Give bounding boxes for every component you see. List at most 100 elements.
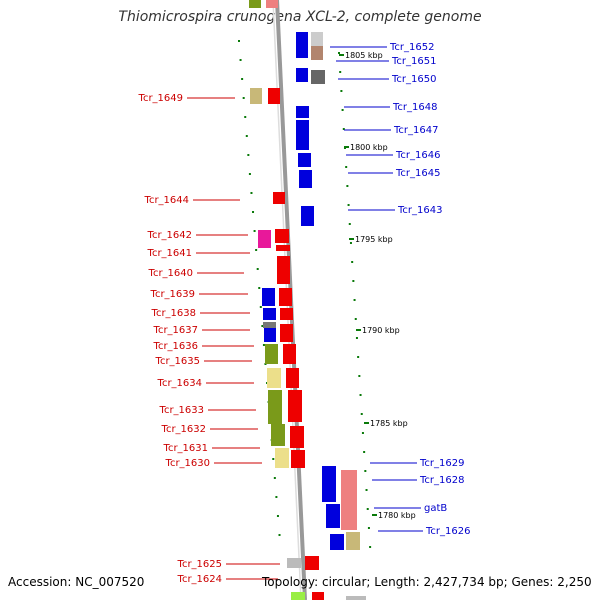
gene-block: [275, 229, 289, 243]
inner-track-dot: [245, 135, 248, 137]
inner-track-dot: [272, 458, 275, 460]
outer-track-dot: [369, 546, 372, 548]
outer-track-dot: [352, 280, 355, 282]
outer-track-dot: [364, 470, 367, 472]
gene-label-right: Tcr_1645: [395, 168, 440, 179]
inner-track-dot: [278, 534, 281, 536]
gene-label-left: Tcr_1631: [163, 443, 208, 454]
gene-label-right: Tcr_1643: [397, 205, 442, 216]
outer-track-dot: [365, 489, 368, 491]
inner-track-dot: [262, 344, 265, 346]
outer-track-dot: [342, 128, 345, 130]
outer-track-dot: [363, 451, 366, 453]
gene-block: [279, 288, 292, 306]
gene-label-left: Tcr_1625: [177, 559, 222, 570]
gene-label-left: Tcr_1634: [157, 378, 202, 389]
inner-track-dot: [275, 496, 278, 498]
gene-label-right: Tcr_1651: [391, 56, 436, 67]
gene-label-right: gatB: [424, 503, 447, 514]
gene-block: [298, 153, 311, 167]
outer-track-dot: [348, 223, 351, 225]
outer-track-dot: [351, 261, 354, 263]
gene-block: [276, 245, 290, 251]
gene-label-left: Tcr_1640: [148, 268, 193, 279]
gene-block: [277, 256, 290, 284]
gene-label-left: Tcr_1636: [153, 341, 198, 352]
gene-block: [249, 0, 261, 8]
inner-track-dot: [250, 192, 253, 194]
outer-track-dot: [361, 432, 364, 434]
gene-block: [296, 46, 308, 58]
gene-label-right: Tcr_1652: [389, 42, 434, 53]
gene-block: [286, 368, 299, 388]
outer-track-dot: [366, 508, 369, 510]
gene-label-left: Tcr_1639: [150, 289, 195, 300]
gene-label-right: Tcr_1628: [419, 475, 464, 486]
outer-track-dot: [347, 204, 350, 206]
gene-label-left: Tcr_1641: [147, 248, 192, 259]
inner-track-dot: [241, 78, 244, 80]
gene-block: [280, 324, 293, 342]
inner-track-dot: [276, 515, 279, 517]
outer-track-dot: [367, 527, 370, 529]
inner-track-dot: [259, 306, 262, 308]
outer-track-dot: [358, 375, 361, 377]
gene-block: [312, 592, 324, 600]
gene-block: [266, 0, 278, 8]
inner-track-dot: [247, 154, 250, 156]
gene-label-right: Tcr_1646: [395, 150, 440, 161]
gene-block: [268, 88, 280, 104]
gene-label-left: Tcr_1633: [159, 405, 204, 416]
inner-track-dot: [261, 325, 264, 327]
inner-track-dot: [252, 211, 255, 213]
gene-block: [263, 308, 276, 320]
gene-block: [280, 308, 293, 320]
outer-track-dot: [353, 299, 356, 301]
gene-block: [346, 532, 360, 550]
inner-track-dot: [244, 116, 247, 118]
gene-block: [267, 368, 281, 388]
ruler-label: 1805 kbp: [345, 51, 383, 60]
ruler-label: 1780 kbp: [378, 511, 416, 520]
ruler-label: 1800 kbp: [350, 143, 388, 152]
accession-label: Accession: NC_007520: [8, 575, 145, 589]
gene-label-right: Tcr_1650: [391, 74, 436, 85]
inner-track-dot: [258, 287, 261, 289]
gene-block: [263, 322, 276, 328]
gene-block: [296, 106, 309, 118]
gene-block: [291, 450, 305, 468]
gene-block: [311, 32, 323, 46]
gene-block: [264, 328, 276, 342]
genome-summary: Topology: circular; Length: 2,427,734 bp…: [262, 575, 592, 589]
gene-block: [275, 448, 289, 468]
gene-block: [290, 426, 304, 448]
gene-label-left: Tcr_1649: [138, 93, 183, 104]
outer-track-dot: [338, 52, 340, 54]
ruler-label: 1785 kbp: [370, 419, 408, 428]
outer-track-dot: [359, 394, 362, 396]
gene-block: [296, 120, 309, 150]
gene-label-left: Tcr_1638: [151, 308, 196, 319]
gene-label-right: Tcr_1647: [393, 125, 438, 136]
outer-track-dot: [354, 318, 357, 320]
outer-track-dot: [340, 90, 343, 92]
gene-block: [287, 558, 301, 568]
gene-label-left: Tcr_1630: [165, 458, 210, 469]
outer-track-dot: [355, 337, 358, 339]
gene-block: [273, 192, 285, 204]
gene-block: [346, 596, 366, 600]
inner-track-dot: [255, 249, 258, 251]
outer-track-dot: [341, 109, 344, 111]
outer-track-dot: [349, 242, 352, 244]
gene-block: [291, 592, 305, 600]
outer-track-dot: [360, 413, 363, 415]
gene-block: [330, 534, 344, 550]
gene-block: [288, 390, 302, 422]
gene-block: [341, 470, 357, 530]
gene-block: [283, 344, 296, 364]
gene-block: [271, 424, 285, 446]
inner-track-dot: [239, 59, 242, 61]
gene-block: [322, 466, 336, 502]
gene-label-right: Tcr_1648: [392, 102, 437, 113]
